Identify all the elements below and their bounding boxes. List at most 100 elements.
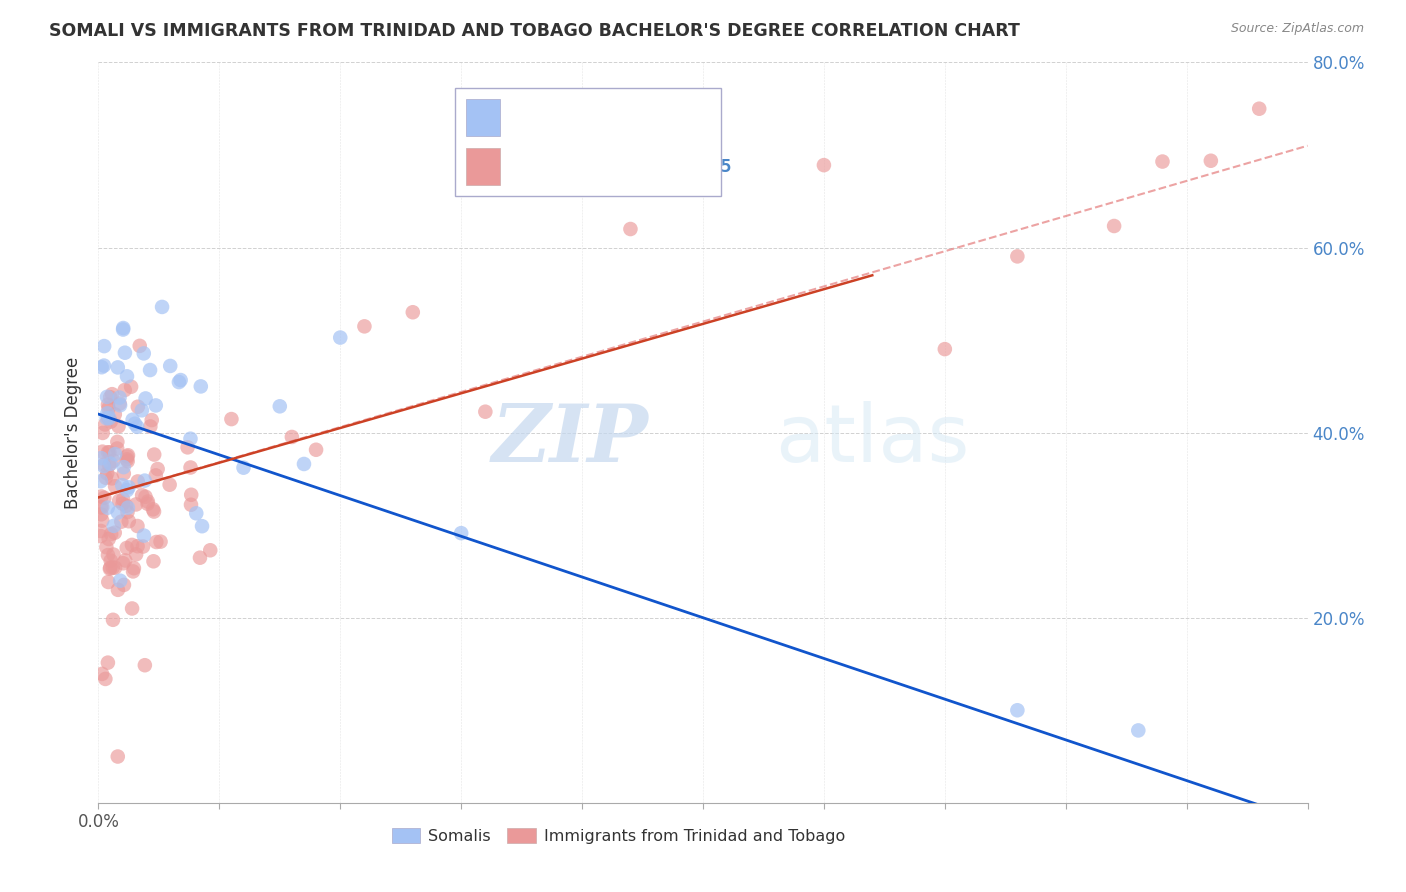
Point — [107, 749, 129, 764]
Point — [159, 359, 181, 373]
Point — [112, 556, 135, 570]
Point — [122, 565, 145, 579]
Point — [90, 524, 112, 538]
Point — [96, 467, 118, 481]
Point — [143, 448, 166, 462]
Point — [104, 479, 127, 493]
Point — [127, 420, 149, 434]
Point — [135, 392, 157, 406]
Point — [97, 548, 120, 562]
Point — [114, 345, 136, 359]
Point — [1007, 249, 1029, 263]
Point — [111, 478, 134, 492]
Point — [145, 535, 167, 549]
Point — [115, 541, 138, 555]
Point — [1102, 219, 1125, 233]
Point — [96, 406, 118, 420]
Point — [100, 553, 122, 567]
Point — [136, 497, 159, 511]
Point — [105, 434, 128, 449]
Point — [180, 498, 202, 512]
Point — [200, 543, 222, 558]
Point — [90, 451, 112, 466]
Point — [167, 375, 190, 389]
Point — [117, 454, 139, 468]
Point — [813, 158, 835, 172]
Point — [145, 468, 167, 483]
Point — [134, 474, 156, 488]
Point — [97, 445, 120, 459]
Point — [118, 514, 141, 528]
Point — [98, 411, 121, 425]
Point — [107, 360, 129, 375]
Point — [115, 369, 138, 384]
Point — [1128, 723, 1150, 738]
Point — [90, 490, 112, 504]
Point — [101, 560, 124, 574]
Point — [117, 480, 139, 494]
Point — [402, 305, 425, 319]
Point — [104, 525, 127, 540]
Point — [474, 405, 496, 419]
Point — [103, 519, 125, 533]
Point — [131, 403, 153, 417]
Point — [353, 319, 375, 334]
Point — [111, 497, 134, 511]
Y-axis label: Bachelor's Degree: Bachelor's Degree — [65, 357, 83, 508]
Point — [97, 532, 120, 546]
Point — [120, 380, 142, 394]
Point — [91, 444, 114, 458]
Point — [90, 360, 112, 375]
Point — [105, 442, 128, 456]
Point — [1152, 154, 1174, 169]
Point — [93, 359, 115, 373]
Point — [107, 582, 129, 597]
Point — [114, 553, 136, 567]
Point — [97, 574, 120, 589]
Point — [125, 498, 148, 512]
Point — [150, 300, 173, 314]
Point — [108, 493, 131, 508]
Point — [139, 419, 162, 434]
Point — [112, 492, 135, 507]
Point — [100, 415, 122, 429]
Point — [121, 601, 143, 615]
Point — [97, 500, 120, 515]
Point — [292, 457, 315, 471]
Point — [125, 547, 148, 561]
Point — [94, 417, 117, 432]
Point — [132, 540, 155, 554]
Point — [104, 408, 127, 422]
Point — [108, 398, 131, 412]
Point — [98, 458, 121, 472]
Point — [98, 390, 121, 404]
Point — [112, 578, 135, 592]
Point — [98, 445, 121, 459]
Point — [112, 460, 135, 475]
Point — [90, 529, 112, 543]
Text: atlas: atlas — [776, 401, 970, 479]
Point — [90, 508, 112, 522]
Point — [96, 411, 118, 425]
Text: ZIP: ZIP — [492, 401, 648, 479]
Point — [127, 519, 149, 533]
Point — [121, 538, 143, 552]
Point — [93, 339, 115, 353]
Point — [1199, 153, 1222, 168]
Point — [269, 400, 291, 414]
Point — [127, 400, 149, 414]
Point — [91, 500, 114, 515]
Legend: Somalis, Immigrants from Trinidad and Tobago: Somalis, Immigrants from Trinidad and To… — [385, 822, 852, 850]
Point — [110, 515, 132, 529]
Point — [101, 387, 124, 401]
Point — [115, 452, 138, 467]
Point — [146, 462, 169, 476]
Point — [97, 398, 120, 412]
Point — [107, 419, 129, 434]
Point — [132, 528, 155, 542]
Point — [1007, 703, 1029, 717]
Point — [97, 410, 120, 425]
Point — [98, 562, 121, 576]
Point — [91, 425, 114, 440]
Point — [93, 458, 115, 472]
